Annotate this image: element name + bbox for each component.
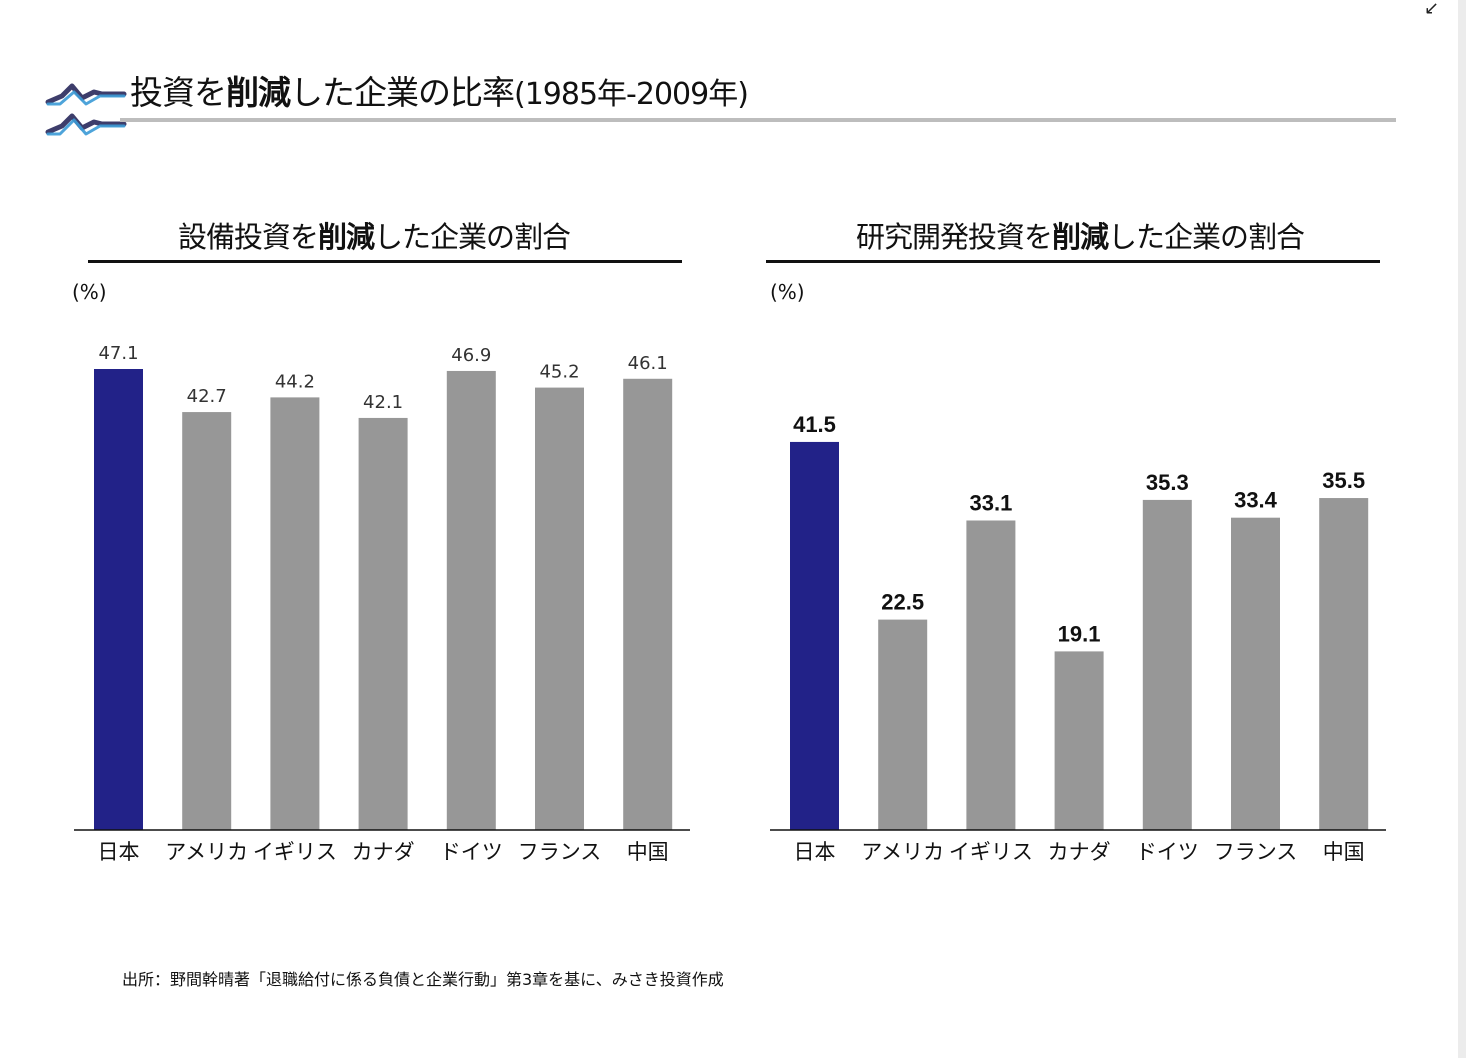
- category-label: アメリカ: [165, 840, 248, 864]
- data-label: 45.2: [539, 362, 579, 383]
- data-label: 42.7: [187, 386, 227, 407]
- capex-bar-chart: 47.1 日本 42.7 アメリカ 44.2 イギリス 42.1 カナダ 46.9 ドイツ 45.2…: [74, 343, 690, 864]
- slide-title-suffix: した企業の比率: [290, 73, 515, 112]
- category-label: ドイツ: [1136, 840, 1199, 864]
- category-label: 日本: [794, 840, 836, 864]
- bar: [358, 417, 408, 830]
- bar: [94, 369, 143, 830]
- bar: [270, 397, 320, 830]
- logo-icon: [45, 83, 127, 136]
- slide-title-bold: 削減: [226, 73, 291, 112]
- bar: [535, 387, 584, 830]
- data-label: 22.5: [881, 590, 924, 615]
- rnd-chart-title-rule: [766, 260, 1380, 263]
- category-label: カナダ: [352, 840, 415, 864]
- resize-arrow-icon[interactable]: ↙: [1424, 0, 1440, 19]
- bar: [1231, 517, 1280, 830]
- capex-chart-title-bold: 削減: [317, 220, 375, 254]
- data-label: 33.1: [969, 490, 1012, 515]
- bar: [966, 520, 1016, 830]
- rnd-chart-panel: 研究開発投資を削減した企業の割合 (%) 41.5 日本 22.5 アメリカ 33.1 イ…: [764, 210, 1404, 870]
- slide-title: 投資を削減した企業の比率(1985年-2009年): [130, 66, 749, 114]
- data-label: 46.9: [451, 345, 491, 366]
- capex-unit-label: (%): [72, 280, 107, 304]
- rnd-bar-chart: 41.5 日本 22.5 アメリカ 33.1 イギリス 19.1 カナダ 35.3 ドイツ 33.4…: [770, 412, 1386, 864]
- title-divider: [120, 118, 1396, 122]
- category-label: 中国: [1323, 840, 1365, 864]
- rnd-chart-title-prefix: 研究開発投資を: [855, 220, 1053, 254]
- bar: [1054, 651, 1104, 830]
- capex-chart-title-rule: [88, 260, 682, 263]
- rnd-chart-title-bold: 削減: [1051, 220, 1109, 254]
- capex-chart-panel: 設備投資を削減した企業の割合 (%) 47.1 日本 42.7 アメリカ 44.2 イギリ…: [70, 210, 710, 870]
- data-label: 19.1: [1058, 621, 1101, 646]
- bar: [1142, 499, 1192, 830]
- window-edge: [1458, 0, 1466, 1058]
- data-label: 47.1: [98, 343, 138, 364]
- bar: [446, 370, 496, 830]
- category-label: ドイツ: [440, 840, 503, 864]
- bar: [878, 619, 928, 830]
- data-label: 41.5: [793, 412, 836, 437]
- category-label: イギリス: [949, 840, 1033, 864]
- rnd-unit-label: (%): [770, 280, 805, 304]
- category-label: 中国: [627, 840, 669, 864]
- category-label: フランス: [1214, 840, 1298, 864]
- rnd-chart-title: 研究開発投資を削減した企業の割合: [760, 214, 1400, 256]
- category-label: アメリカ: [861, 840, 944, 864]
- data-label: 46.1: [628, 353, 668, 374]
- source-note: 出所：野間幹晴著「退職給付に係る負債と企業行動」第3章を基に、みさき投資作成: [122, 970, 724, 989]
- bar: [182, 412, 232, 830]
- rnd-chart-title-suffix: した企業の割合: [1108, 220, 1305, 254]
- category-label: イギリス: [253, 840, 337, 864]
- category-label: フランス: [518, 840, 602, 864]
- capex-chart-title-suffix: した企業の割合: [374, 220, 571, 254]
- bar: [790, 441, 839, 830]
- slide-title-years: (1985年-2009年): [514, 77, 749, 112]
- data-label: 42.1: [363, 392, 403, 413]
- data-label: 35.5: [1322, 468, 1365, 493]
- bar: [1319, 498, 1369, 830]
- data-label: 44.2: [275, 371, 315, 392]
- capex-chart-title: 設備投資を削減した企業の割合: [54, 214, 694, 256]
- data-label: 33.4: [1234, 488, 1278, 513]
- category-label: 日本: [98, 840, 140, 864]
- capex-chart-title-prefix: 設備投資を: [177, 220, 319, 254]
- bar: [623, 378, 673, 830]
- slide-title-prefix: 投資を: [130, 73, 227, 112]
- data-label: 35.3: [1146, 470, 1189, 495]
- category-label: カナダ: [1048, 840, 1111, 864]
